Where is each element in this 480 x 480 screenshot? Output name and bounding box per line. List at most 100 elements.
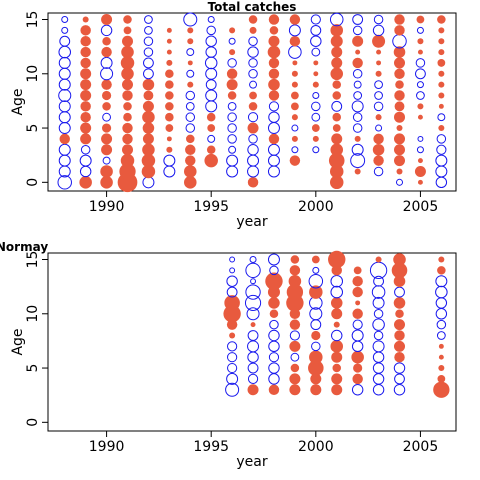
residual-bubble [227, 123, 237, 133]
residual-bubble [438, 38, 445, 45]
residual-bubble [331, 384, 343, 396]
residual-bubble [165, 91, 174, 100]
residual-bubble [312, 135, 319, 142]
residual-bubble [310, 35, 322, 47]
residual-bubble [351, 350, 364, 364]
residual-bubble [290, 352, 300, 362]
residual-bubble [416, 91, 425, 100]
residual-bubble [227, 101, 237, 111]
residual-bubble [123, 26, 132, 35]
residual-bubble [394, 351, 405, 363]
residual-bubble [163, 154, 176, 167]
x-tick-label: 2000 [298, 199, 334, 215]
residual-bubble [229, 332, 236, 339]
residual-bubble [373, 133, 384, 145]
residual-bubble [185, 90, 196, 101]
residual-bubble [268, 14, 280, 25]
residual-bubble [187, 81, 194, 88]
residual-bubble [244, 294, 262, 312]
residual-bubble [226, 154, 239, 167]
residual-bubble [207, 16, 215, 24]
residual-bubble [288, 24, 301, 37]
residual-bubble [228, 145, 237, 154]
residual-bubble [226, 372, 239, 385]
residual-bubble [250, 278, 257, 285]
residual-bubble [166, 146, 173, 153]
residual-bubble [268, 133, 280, 145]
residual-bubble [438, 103, 444, 109]
residual-bubble [144, 15, 153, 24]
residual-bubble [291, 124, 299, 132]
residual-bubble [310, 384, 322, 396]
residual-bubble [247, 384, 259, 396]
residual-bubble [373, 155, 384, 166]
residual-bubble [371, 285, 386, 299]
residual-bubble [394, 25, 405, 36]
residual-bubble [289, 319, 301, 330]
residual-bubble [247, 46, 259, 58]
residual-bubble [372, 340, 385, 353]
residual-bubble [268, 57, 280, 69]
residual-bubble [437, 113, 446, 122]
residual-bubble [353, 91, 363, 100]
y-tick-label: 10 [25, 305, 41, 323]
residual-bubble [248, 36, 258, 46]
residual-bubble [354, 168, 361, 175]
residual-bubble [310, 24, 322, 36]
residual-bubble [102, 102, 111, 111]
bubbles [223, 250, 450, 398]
x-tick-label: 1990 [89, 439, 125, 455]
residual-bubble [142, 78, 155, 91]
residual-bubble [267, 143, 280, 156]
residual-bubble [394, 144, 406, 156]
residual-bubble [311, 101, 321, 112]
residual-bubble [101, 14, 113, 26]
residual-bubble [289, 384, 301, 396]
residual-bubble [309, 285, 323, 299]
residual-bubble [80, 79, 92, 91]
residual-bubble [58, 45, 72, 59]
residual-bubble [437, 266, 446, 275]
residual-bubble [224, 295, 240, 311]
residual-bubble [142, 133, 154, 145]
residual-bubble [417, 114, 423, 120]
residual-bubble [375, 70, 382, 77]
residual-bubble [187, 60, 193, 66]
residual-bubble [80, 46, 91, 58]
normay-panel: Normay 1990 1995 2000 2005 0 5 10 15 year Age [0, 240, 457, 470]
y-axis-label: Age [10, 88, 26, 115]
residual-bubble [415, 58, 426, 68]
residual-bubble [290, 255, 300, 264]
residual-bubble [248, 58, 258, 68]
residual-bubble [438, 256, 445, 263]
residual-bubble [291, 70, 298, 77]
residual-bubble [226, 286, 238, 298]
residual-bubble [245, 284, 261, 300]
residual-bubble [205, 35, 217, 47]
y-tick-label: 0 [25, 178, 41, 187]
residual-bubble [353, 363, 363, 373]
residual-bubble [372, 351, 385, 363]
residual-bubble [227, 341, 238, 352]
residual-bubble [328, 250, 346, 269]
residual-bubble [206, 145, 216, 155]
residual-bubble [247, 340, 260, 353]
residual-bubble [247, 154, 260, 167]
residual-bubble [205, 67, 218, 80]
residual-bubble [374, 80, 383, 90]
residual-bubble [82, 16, 89, 23]
residual-bubble [290, 363, 300, 373]
residual-bubble [289, 373, 301, 385]
residual-bubble [391, 262, 408, 279]
residual-bubble [331, 308, 343, 320]
residual-bubble [352, 373, 363, 385]
residual-bubble [330, 143, 344, 157]
residual-bubble [58, 67, 71, 80]
residual-bubble [311, 47, 321, 57]
residual-bubble [437, 375, 446, 383]
residual-bubble [291, 102, 299, 111]
residual-bubble [226, 165, 239, 178]
residual-bubble [269, 309, 279, 319]
residual-bubble [80, 111, 91, 123]
